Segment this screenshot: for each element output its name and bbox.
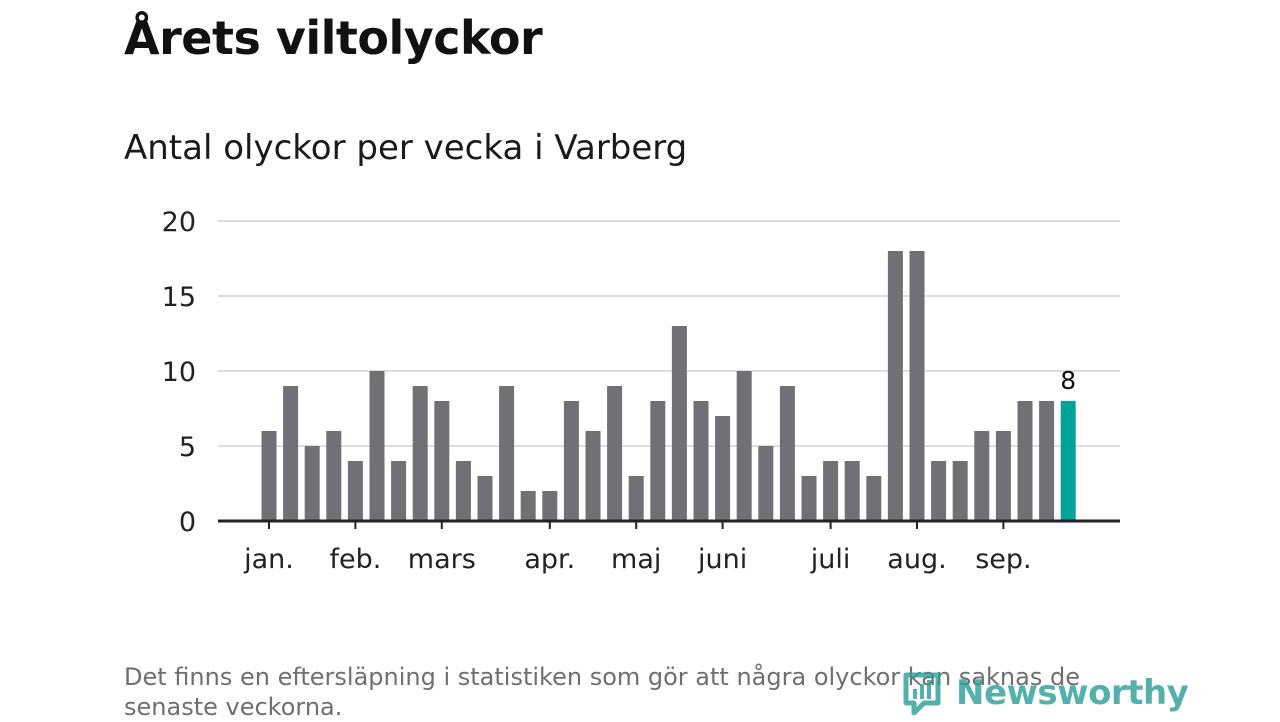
- bar: [715, 416, 731, 521]
- y-tick-label: 0: [179, 507, 196, 538]
- x-tick-label: mars: [408, 544, 476, 575]
- bar: [844, 461, 860, 521]
- x-tick-label: feb.: [329, 544, 381, 575]
- bar: [369, 371, 385, 521]
- y-tick-label: 10: [162, 357, 196, 388]
- bar: [283, 386, 299, 521]
- bar: [585, 431, 601, 521]
- bar: [801, 476, 817, 521]
- bar: [974, 431, 990, 521]
- bar: [952, 461, 968, 521]
- bar: [887, 251, 903, 521]
- bar: [326, 431, 342, 521]
- bar: [995, 431, 1011, 521]
- bar: [693, 401, 709, 521]
- x-tick-label: aug.: [887, 544, 946, 575]
- bar: [261, 431, 277, 521]
- bar: [347, 461, 363, 521]
- logo-text: Newsworthy: [956, 673, 1189, 713]
- bar: [758, 446, 774, 521]
- x-tick-label: maj: [611, 544, 661, 575]
- bar: [671, 326, 687, 521]
- newsworthy-logo: Newsworthy: [902, 668, 1189, 718]
- y-tick-label: 15: [162, 282, 196, 313]
- bar: [391, 461, 407, 521]
- bar: [542, 491, 558, 521]
- bar: [520, 491, 536, 521]
- bar: [477, 476, 493, 521]
- bar: [563, 401, 579, 521]
- bar: [909, 251, 925, 521]
- bar: [931, 461, 947, 521]
- x-tick-label: jan.: [243, 544, 294, 575]
- bar: [823, 461, 839, 521]
- bar: [736, 371, 752, 521]
- bar: [434, 401, 450, 521]
- x-tick-label: sep.: [975, 544, 1031, 575]
- x-tick-label: juni: [697, 544, 747, 575]
- bar: [607, 386, 623, 521]
- chart-subtitle: Antal olyckor per vecka i Varberg: [124, 128, 688, 168]
- bar-highlight: [1060, 401, 1076, 521]
- y-tick-label: 20: [162, 207, 196, 238]
- bar: [779, 386, 795, 521]
- bar: [1017, 401, 1033, 521]
- bar: [1039, 401, 1055, 521]
- bar: [412, 386, 428, 521]
- x-tick-label: juli: [810, 544, 851, 575]
- bar: [499, 386, 515, 521]
- data-label: 8: [1060, 366, 1076, 395]
- chart-title: Årets viltolyckor: [124, 11, 543, 65]
- bar: [304, 446, 320, 521]
- x-tick-label: apr.: [524, 544, 575, 575]
- bar: [650, 401, 666, 521]
- bar: [866, 476, 882, 521]
- newsworthy-chart-bubble-icon: [903, 672, 941, 715]
- y-tick-label: 5: [179, 432, 196, 463]
- bar: [628, 476, 644, 521]
- bar: [455, 461, 471, 521]
